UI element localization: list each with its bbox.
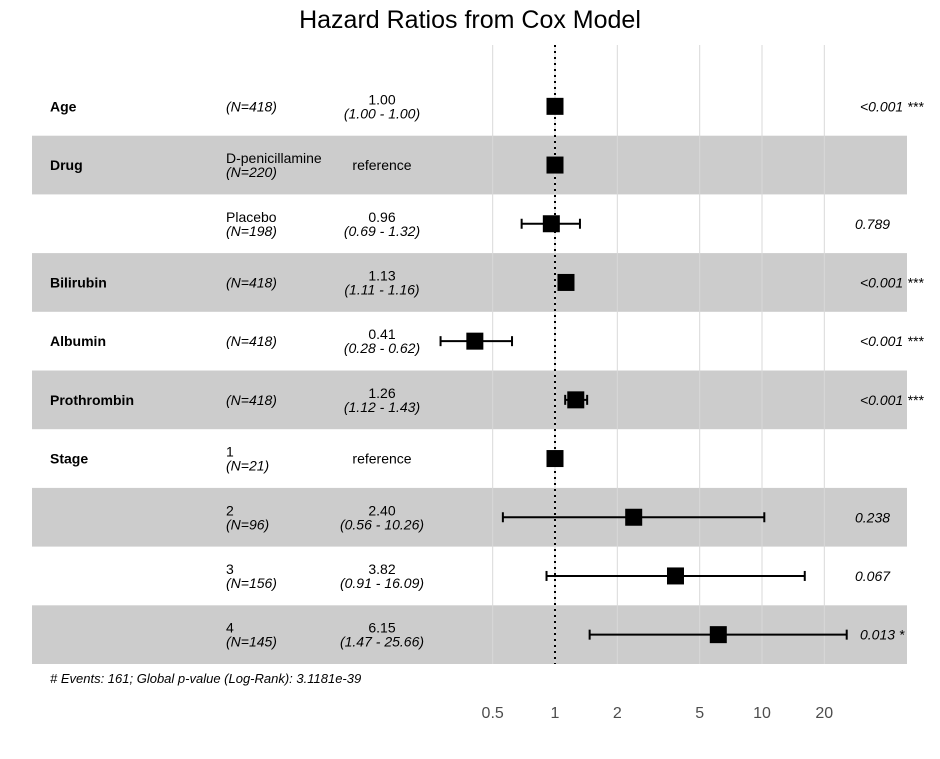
hr-marker bbox=[546, 97, 564, 115]
n-label: (N=220) bbox=[226, 164, 277, 180]
hr-label: 1.26 bbox=[368, 385, 395, 401]
ci-label: (0.69 - 1.32) bbox=[344, 223, 420, 239]
hr-marker bbox=[666, 567, 684, 585]
ci-label: (1.12 - 1.43) bbox=[344, 399, 420, 415]
row-band bbox=[32, 370, 907, 430]
ci-label: (0.56 - 10.26) bbox=[340, 516, 424, 532]
hr-marker bbox=[709, 626, 727, 644]
hr-label: 1.00 bbox=[368, 91, 395, 107]
footnote: # Events: 161; Global p-value (Log-Rank)… bbox=[50, 671, 362, 686]
p-value: 0.789 bbox=[855, 216, 890, 232]
x-tick-label: 0.5 bbox=[482, 705, 504, 722]
n-label: (N=156) bbox=[226, 575, 277, 591]
n-label: (N=418) bbox=[226, 333, 277, 349]
ci-label: (1.47 - 25.66) bbox=[340, 634, 424, 650]
hr-marker bbox=[625, 508, 643, 526]
n-label: (N=96) bbox=[226, 516, 269, 532]
n-label: (N=198) bbox=[226, 223, 277, 239]
hr-label: 0.41 bbox=[368, 326, 395, 342]
hr-label: 2.40 bbox=[368, 502, 395, 518]
ci-label: (0.28 - 0.62) bbox=[344, 340, 420, 356]
p-value: <0.001 *** bbox=[860, 274, 924, 290]
hr-label: 6.15 bbox=[368, 620, 395, 636]
x-tick-label: 5 bbox=[695, 705, 704, 722]
ci-label: (1.11 - 1.16) bbox=[344, 281, 419, 297]
n-label: (N=21) bbox=[226, 458, 269, 474]
level-label: Placebo bbox=[226, 209, 277, 225]
ci-label: (1.00 - 1.00) bbox=[344, 105, 420, 121]
variable-label: Albumin bbox=[50, 333, 106, 349]
hr-label: reference bbox=[352, 157, 411, 173]
p-value: <0.001 *** bbox=[860, 333, 924, 349]
x-tick-label: 2 bbox=[613, 705, 622, 722]
level-label: 1 bbox=[226, 444, 234, 460]
n-label: (N=418) bbox=[226, 98, 277, 114]
hr-marker bbox=[466, 332, 484, 350]
n-label: (N=418) bbox=[226, 274, 277, 290]
hr-marker bbox=[542, 215, 560, 233]
x-tick-label: 1 bbox=[551, 705, 560, 722]
hr-marker bbox=[567, 391, 585, 409]
level-label: D-penicillamine bbox=[226, 150, 322, 166]
level-label: 2 bbox=[226, 502, 234, 518]
x-tick-label: 20 bbox=[815, 705, 833, 722]
hr-label: 3.82 bbox=[368, 561, 395, 577]
level-label: 4 bbox=[226, 620, 234, 636]
variable-label: Stage bbox=[50, 451, 88, 467]
row-band bbox=[32, 135, 907, 195]
hr-marker bbox=[546, 450, 564, 468]
row-band bbox=[32, 253, 907, 312]
chart-title: Hazard Ratios from Cox Model bbox=[299, 6, 641, 34]
p-value: 0.067 bbox=[855, 568, 891, 584]
p-value: 0.013 * bbox=[860, 627, 905, 643]
variable-label: Drug bbox=[50, 157, 83, 173]
variable-label: Prothrombin bbox=[50, 392, 134, 408]
x-tick-label: 10 bbox=[753, 705, 771, 722]
hr-marker bbox=[546, 156, 564, 174]
hr-label: 1.13 bbox=[368, 267, 395, 283]
row-band bbox=[32, 487, 907, 547]
level-label: 3 bbox=[226, 561, 234, 577]
hr-marker bbox=[557, 273, 575, 291]
variable-label: Age bbox=[50, 98, 77, 114]
p-value: <0.001 *** bbox=[860, 98, 924, 114]
ci-label: (0.91 - 16.09) bbox=[340, 575, 424, 591]
n-label: (N=145) bbox=[226, 634, 277, 650]
hr-label: reference bbox=[352, 451, 411, 467]
hr-label: 0.96 bbox=[368, 209, 395, 225]
p-value: <0.001 *** bbox=[860, 392, 924, 408]
variable-label: Bilirubin bbox=[50, 274, 107, 290]
p-value: 0.238 bbox=[855, 509, 890, 525]
n-label: (N=418) bbox=[226, 392, 277, 408]
